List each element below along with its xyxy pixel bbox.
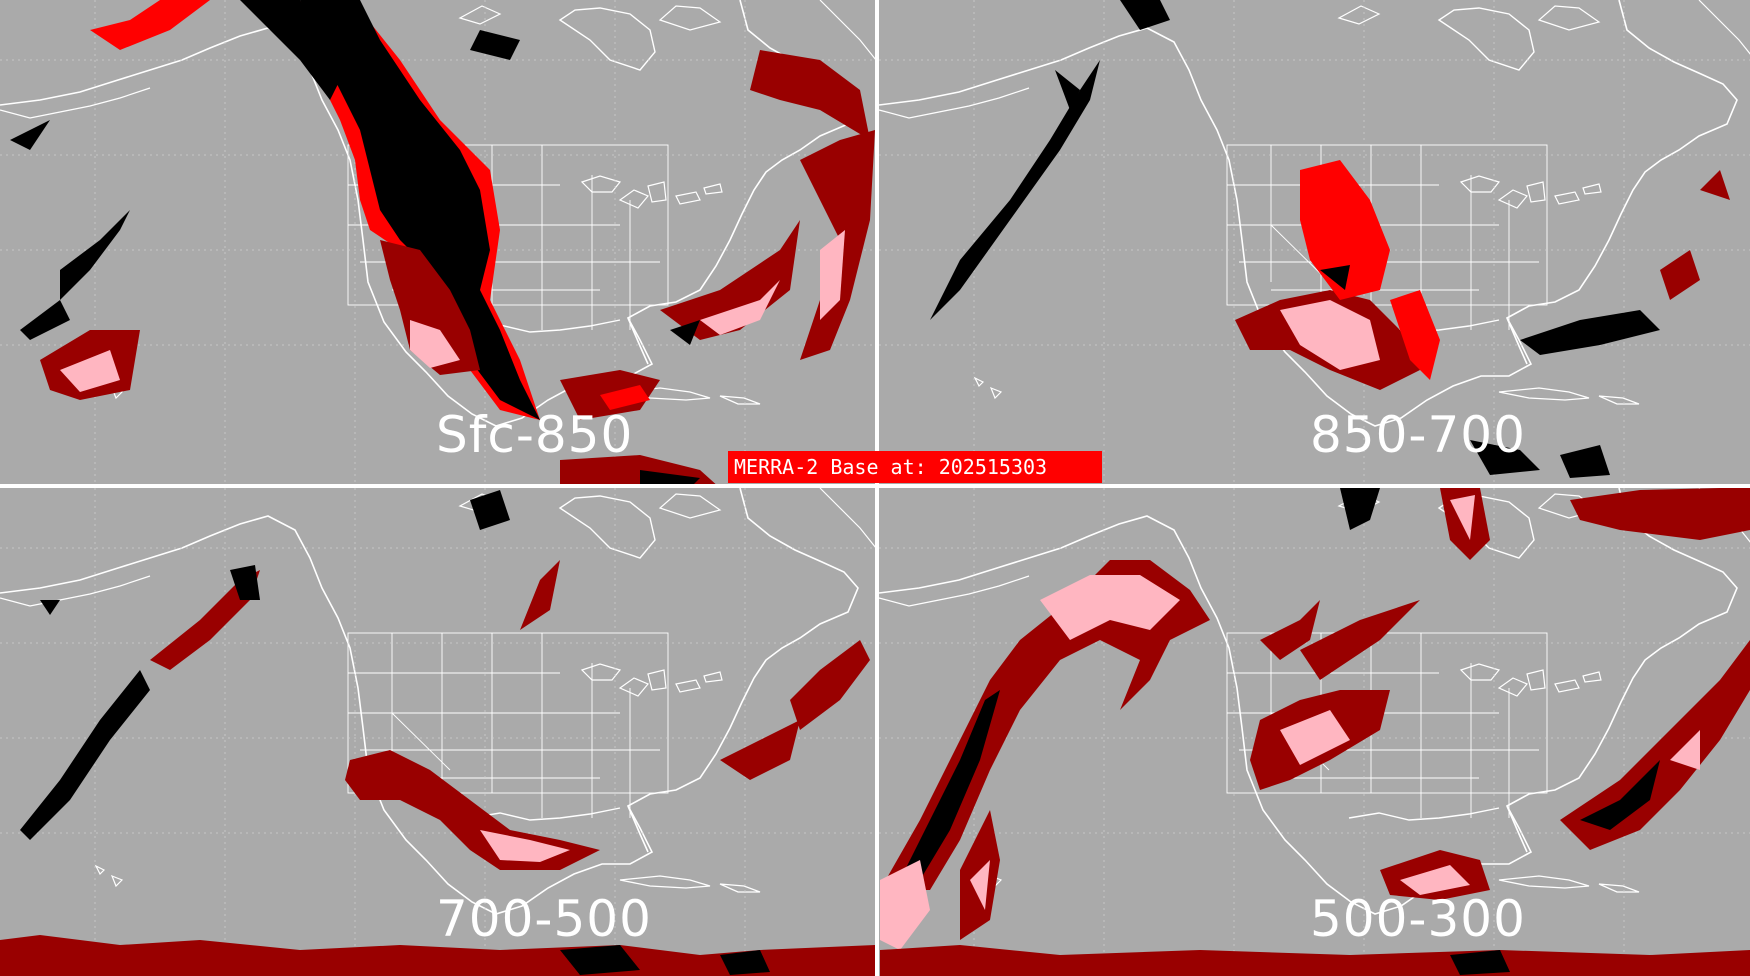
panel-850-700: [878, 0, 1750, 489]
panel-label-700-500: 700-500: [436, 890, 652, 948]
panel-label-sfc-850: Sfc-850: [436, 406, 634, 464]
500-300-fields: [880, 488, 1750, 976]
850-700-fields: [930, 0, 1730, 478]
panel-500-300: [878, 487, 1750, 976]
sfc-850-fields: [10, 0, 875, 488]
panel-sfc-850: [0, 0, 877, 489]
panel-700-500: [0, 487, 877, 976]
horizontal-divider: [0, 484, 1750, 488]
panel-label-500-300: 500-300: [1310, 890, 1526, 948]
700-500-fields: [0, 490, 875, 976]
panel-label-850-700: 850-700: [1310, 406, 1526, 464]
run-banner: MERRA-2 Base at: 202515303: [728, 451, 1102, 483]
